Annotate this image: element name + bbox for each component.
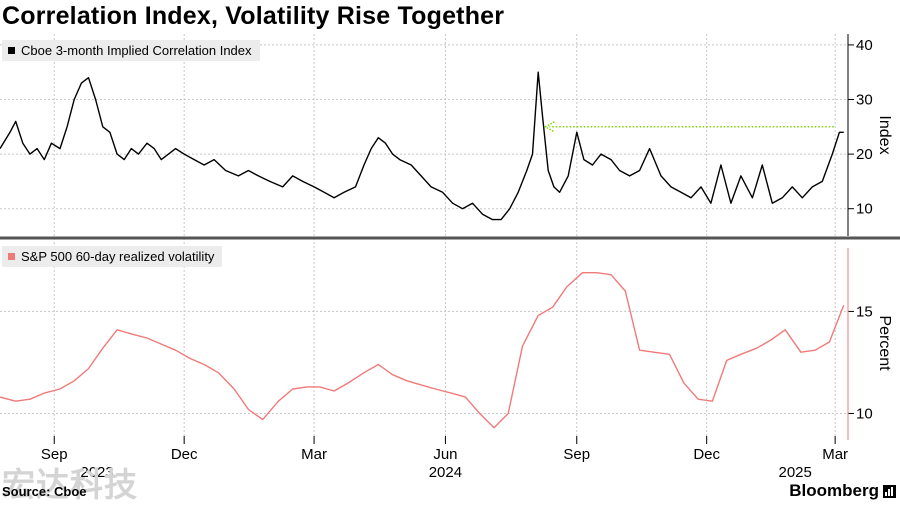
year-label-2: 2025 [778,464,811,481]
brand-name: Bloomberg [789,481,879,501]
xtick-label-5: Dec [693,446,720,463]
legend-top: Cboe 3-month Implied Correlation Index [2,40,260,61]
legend-label-bottom: S&P 500 60-day realized volatility [21,249,214,264]
axes [0,34,900,444]
ylabel-bottom: Percent [876,315,893,371]
ytick-label-top-30: 30 [856,92,873,109]
xtick-label-6: Mar [822,446,848,463]
ytick-label-top-40: 40 [856,37,873,54]
xtick-label-4: Sep [563,446,590,463]
xtick-label-3: Jun [433,446,457,463]
series-correlation-line [0,72,844,219]
source-note: Source: Cboe [2,484,87,499]
legend-label-top: Cboe 3-month Implied Correlation Index [21,43,252,58]
year-label-1: 2024 [429,464,462,481]
xtick-label-1: Dec [171,446,198,463]
ytick-label-bottom-15: 15 [856,303,873,320]
legend-bottom: S&P 500 60-day realized volatility [2,246,222,267]
ytick-label-top-10: 10 [856,201,873,218]
annotation-group [545,122,833,132]
grid-bottom [0,311,848,413]
brand-bars-icon [883,485,896,498]
ytick-label-top-20: 20 [856,146,873,163]
legend-swatch-top [8,47,15,54]
ylabel-top: Index [876,115,893,154]
xtick-label-2: Mar [301,446,327,463]
brand-logo: Bloomberg [789,481,896,501]
ytick-label-bottom-10: 10 [856,405,873,422]
series-volatility-line [0,273,844,428]
legend-swatch-bottom [8,253,15,260]
series-top [0,72,844,220]
series-bottom [0,273,844,428]
